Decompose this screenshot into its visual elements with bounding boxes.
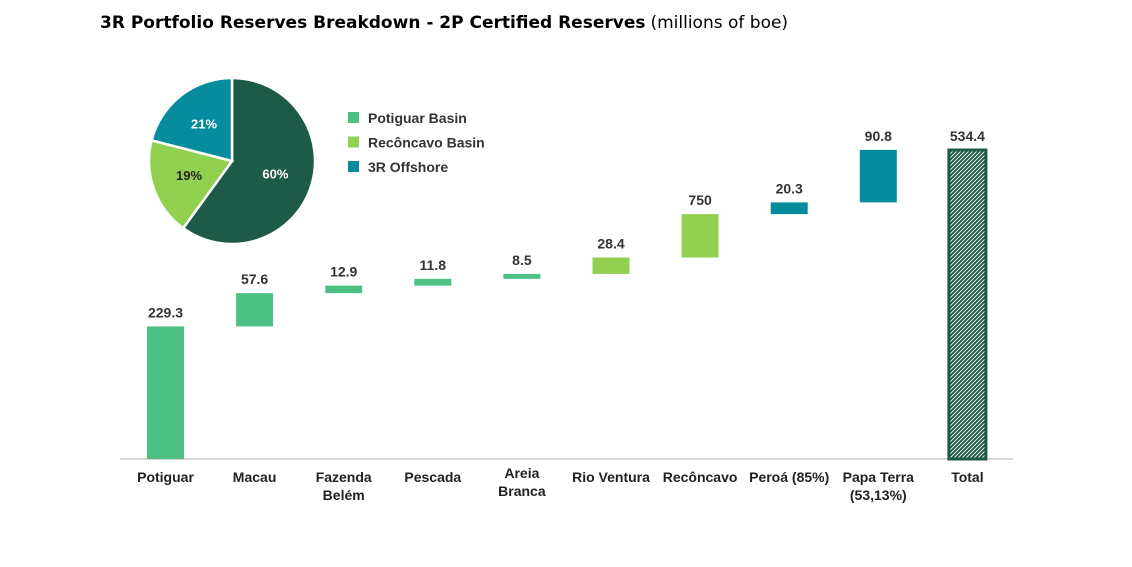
pie-slice-3r-offshore: [150, 76, 234, 163]
pie-legend: Potiguar Basin Recôncavo Basin 3R Offshore: [348, 110, 485, 175]
category-label: Recôncavo: [663, 469, 738, 485]
bar-value-label: 90.8: [865, 128, 892, 144]
pie-slice-rec-ncavo-basin: [147, 138, 235, 230]
bar-potiguar: [147, 326, 184, 459]
category-label: Fazenda Belém: [316, 469, 372, 503]
pie-chart: 60% 19% 21%: [147, 76, 317, 246]
bar-value-label: 11.8: [420, 257, 447, 273]
category-label: Total: [951, 469, 983, 485]
category-label: Potiguar: [137, 469, 194, 485]
waterfall-bars: 229.3 Potiguar 57.6 Macau 12.9 Fazenda Belém 11…: [120, 128, 1013, 503]
category-label: Pescada: [404, 469, 461, 485]
bar-fazenda-bel-m: [325, 285, 363, 294]
category-label: Papa Terra (53,13%): [843, 469, 915, 503]
legend-swatch: [348, 161, 359, 172]
bar-value-label: 750: [688, 192, 712, 208]
pie-slice-label: 19%: [176, 168, 202, 183]
bar-value-label: 57.6: [241, 271, 268, 287]
bar-pescada: [414, 278, 452, 286]
bar-value-label: 534.4: [950, 128, 985, 144]
bar-pero-85: [770, 202, 808, 215]
bar-value-label: 20.3: [776, 180, 803, 196]
bar-rio-ventura: [592, 257, 630, 274]
chart-title-main: 3R Portfolio Reserves Breakdown - 2P Cer…: [100, 13, 645, 33]
legend-swatch: [348, 112, 359, 123]
legend-label: Recôncavo Basin: [368, 135, 485, 151]
category-label: Rio Ventura: [572, 469, 650, 485]
bar-areia-branca: [503, 273, 541, 279]
pie-slice-label: 60%: [262, 167, 288, 182]
bar-rec-ncavo: [681, 214, 719, 258]
legend-swatch: [348, 136, 359, 148]
bar-value-label: 28.4: [597, 235, 624, 251]
category-label: Areia Branca: [498, 465, 546, 499]
pie-slice-label: 21%: [191, 116, 217, 131]
pie-slice-potiguar-basin: [181, 76, 317, 246]
bar-value-label: 12.9: [330, 264, 357, 280]
legend-label: Potiguar Basin: [368, 110, 467, 126]
category-label: Macau: [233, 469, 277, 485]
chart-title: 3R Portfolio Reserves Breakdown - 2P Cer…: [100, 13, 788, 33]
bar-value-label: 8.5: [512, 252, 532, 268]
bar-macau: [236, 293, 274, 327]
bar-value-label: 229.3: [148, 304, 183, 320]
category-label: Peroá (85%): [749, 469, 829, 485]
legend-label: 3R Offshore: [368, 159, 448, 175]
bar-papa-terra-53-13: [859, 149, 897, 203]
chart-title-sub: (millions of boe): [650, 13, 788, 33]
bar-total: [947, 148, 988, 461]
